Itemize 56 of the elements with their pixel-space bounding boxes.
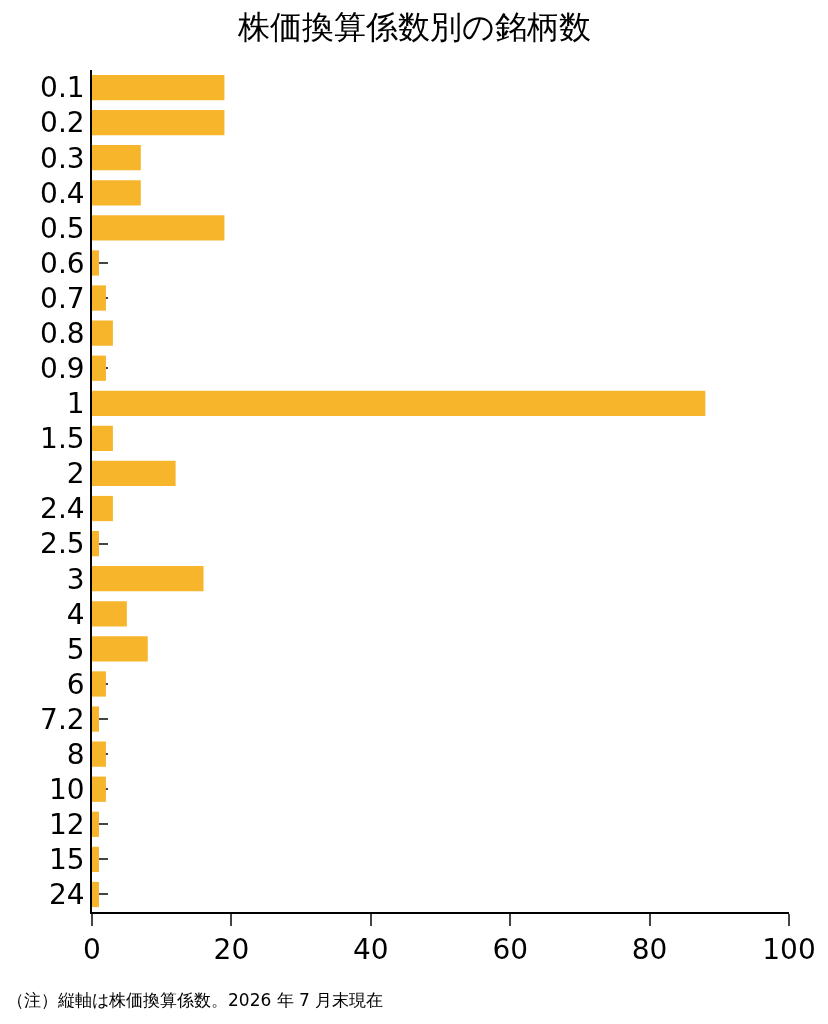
y-tick-label: 0.8 — [40, 316, 85, 350]
bar — [92, 566, 204, 592]
y-tick-label: 8 — [66, 737, 85, 771]
bar — [92, 110, 225, 136]
y-tick-label: 0.4 — [40, 176, 85, 210]
x-tick-label: 40 — [352, 933, 389, 967]
bar — [92, 285, 106, 311]
x-tick-label: 20 — [213, 933, 250, 967]
y-tick-label: 0.3 — [40, 141, 85, 175]
y-tick-label: 1 — [66, 387, 85, 421]
bar — [92, 601, 127, 627]
bar — [92, 811, 99, 837]
y-tick-label: 12 — [49, 808, 85, 842]
bar — [92, 706, 99, 732]
bar — [92, 741, 106, 767]
y-tick-label: 24 — [49, 878, 85, 912]
bar — [92, 180, 141, 206]
bar — [92, 846, 99, 873]
bar — [92, 74, 225, 101]
y-tick-label: 0.7 — [40, 281, 85, 315]
y-tick-label: 6 — [66, 667, 85, 701]
y-tick-label: 10 — [49, 773, 85, 807]
x-tick-label: 100 — [762, 933, 816, 967]
y-tick-label: 0.9 — [40, 352, 85, 386]
y-tick-label: 7.2 — [40, 702, 85, 736]
y-tick-label: 0.1 — [40, 71, 85, 105]
y-tick-label: 15 — [49, 843, 85, 877]
bar — [92, 320, 113, 346]
y-tick-label: 2.5 — [40, 527, 85, 561]
bar — [92, 881, 99, 908]
bar — [92, 250, 99, 276]
x-tick-label: 60 — [492, 933, 529, 967]
bar — [92, 425, 113, 452]
bar — [92, 215, 225, 241]
y-tick-label: 0.5 — [40, 211, 85, 245]
bar — [92, 776, 106, 802]
y-tick-label: 4 — [66, 597, 85, 631]
y-tick-label: 2.4 — [40, 492, 85, 526]
x-tick-label: 0 — [83, 933, 101, 967]
y-tick-label: 0.6 — [40, 246, 85, 280]
bar — [92, 460, 176, 487]
bar — [92, 671, 106, 697]
y-tick-label: 1.5 — [40, 422, 85, 456]
chart-title: 株価換算係数別の銘柄数 — [236, 7, 591, 46]
bar — [92, 531, 99, 557]
y-tick-label: 2 — [66, 457, 85, 491]
bar — [92, 145, 141, 171]
text: （注）縦軸は株価換算係数。2026 年 7 月末現在 — [7, 990, 384, 1010]
y-tick-label: 0.2 — [40, 106, 85, 140]
bar — [92, 355, 106, 381]
bar — [92, 390, 706, 416]
bar — [92, 636, 148, 662]
y-tick-label: 3 — [66, 562, 85, 596]
x-tick-label: 80 — [631, 933, 668, 967]
bar — [92, 495, 113, 522]
y-tick-label: 5 — [66, 632, 85, 666]
